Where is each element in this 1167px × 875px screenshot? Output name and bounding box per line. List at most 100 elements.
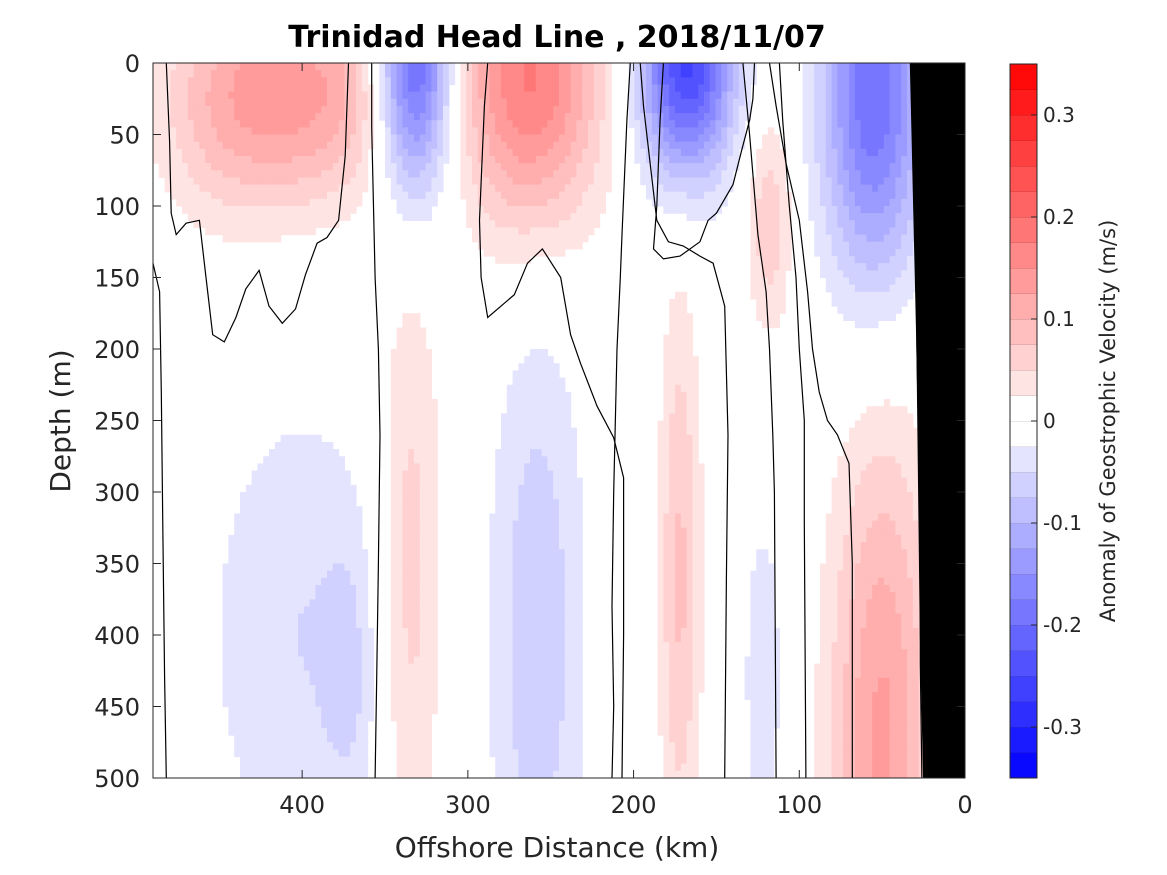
field-cell [512,399,519,407]
field-cell [356,742,363,750]
field-cell [350,70,357,78]
field-cell [414,356,421,364]
field-cell [315,177,322,186]
field-cell [518,649,525,658]
field-cell [344,470,351,479]
field-cell [234,220,241,229]
field-cell [390,120,398,128]
field-cell [263,642,270,650]
field-cell [414,692,421,700]
field-cell [280,635,287,643]
field-cell [350,527,357,536]
field-cell [396,98,403,107]
field-cell [489,520,496,529]
field-cell [344,563,351,572]
field-cell [547,377,554,386]
field-cell [686,334,693,343]
field-cell [425,492,432,500]
field-cell [675,420,682,429]
field-cell [576,756,583,765]
field-cell [657,198,664,207]
field-cell [361,184,369,193]
field-cell [570,584,577,593]
field-cell [640,63,647,71]
field-cell [675,298,682,307]
field-cell [547,234,554,243]
field-cell [559,492,566,500]
field-cell [715,70,722,78]
field-cell [698,685,705,693]
field-cell [675,556,682,565]
field-cell [228,105,235,114]
field-cell [686,406,693,414]
field-cell [286,527,293,536]
field-cell [327,727,334,736]
field-cell [390,363,398,372]
field-cell [669,198,676,207]
field-cell [187,127,195,136]
field-cell [402,534,409,543]
field-cell [396,184,403,193]
field-cell [321,220,328,229]
field-cell [530,449,537,457]
field-cell [553,248,560,257]
field-cell [408,563,415,572]
field-cell [530,692,537,700]
field-cell [663,513,670,522]
field-cell [315,155,322,164]
field-cell [390,549,398,557]
field-cell [245,742,253,750]
field-cell [547,441,554,450]
field-cell [402,556,409,565]
field-cell [547,592,554,600]
field-cell [570,699,577,708]
field-cell [193,206,200,214]
field-cell [605,177,612,186]
field-cell [205,113,212,121]
field-cell [535,699,543,708]
field-cell [530,98,537,107]
field-cell [292,84,299,93]
field-cell [547,470,554,479]
field-cell [675,692,682,700]
field-cell [234,191,241,200]
field-cell [408,570,415,579]
field-cell [628,113,635,121]
field-cell [553,84,560,93]
field-cell [564,642,572,650]
field-cell [425,191,432,200]
field-cell [466,98,473,107]
field-cell [576,492,583,500]
field-cell [692,635,699,643]
field-cell [506,84,514,93]
field-cell [425,98,432,107]
field-cell [298,599,305,607]
field-cell [338,63,345,71]
field-cell [553,170,560,178]
field-cell [408,163,415,171]
field-cell [704,84,711,93]
field-cell [222,113,229,121]
field-cell [680,170,688,178]
field-cell [361,699,369,708]
field-cell [390,406,398,414]
field-cell [367,642,374,650]
field-cell [257,620,264,629]
field-cell [269,542,276,550]
field-cell [535,155,543,164]
field-cell [274,191,282,200]
field-cell [669,441,676,450]
field-cell [501,677,508,686]
field-cell [228,91,235,100]
field-cell [593,98,601,107]
field-cell [327,706,334,715]
field-cell [414,513,421,522]
field-cell [541,742,548,750]
field-cell [582,234,589,243]
field-cell [727,177,734,186]
field-cell [286,592,293,600]
field-cell [512,549,519,557]
field-cell [431,463,438,472]
field-cell [570,742,577,750]
field-cell [692,170,699,178]
